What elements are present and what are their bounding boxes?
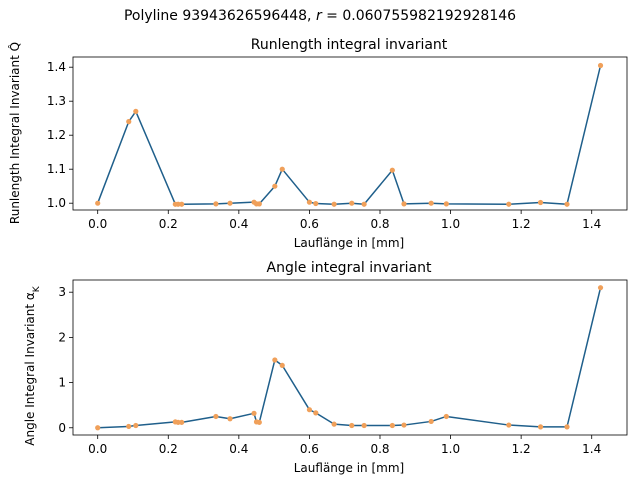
angle-x-tick-label: 0.0 [88, 442, 107, 456]
runlength-y-tick-label: 1.0 [47, 196, 66, 210]
runlength-x-tick-label: 0.4 [229, 217, 248, 231]
angle-axes-frame [72, 279, 628, 436]
runlength-x-tick-label: 1.0 [441, 217, 460, 231]
angle-data-point [361, 422, 367, 429]
angle-data-point [133, 422, 139, 429]
runlength-data-point [126, 119, 132, 125]
runlength-x-tick-label: 0.0 [88, 217, 107, 231]
figure-suptitle: Polyline 93943626596448, r = 0.060755982… [124, 8, 516, 24]
angle-y-tick-label: 1 [58, 376, 66, 390]
runlength-data-point [306, 199, 313, 205]
runlength-x-axis-label: Lauflänge in [mm] [294, 236, 404, 250]
angle-y-tick-label: 3 [58, 285, 66, 299]
angle-data-point [428, 418, 434, 425]
angle-plot: Angle integral invariant Lauflänge in [m… [23, 260, 628, 475]
runlength-data-point [389, 167, 395, 173]
runlength-data-point [361, 201, 367, 207]
runlength-data-point [279, 166, 285, 172]
runlength-data-point [227, 200, 233, 206]
runlength-data-point [331, 201, 337, 207]
angle-data-point [401, 422, 407, 428]
runlength-data-point [506, 201, 512, 207]
runlength-y-tick-label: 1.3 [47, 94, 66, 108]
angle-y-tick-label: 2 [58, 330, 66, 344]
runlength-data-point [537, 199, 544, 206]
runlength-series-line [96, 65, 602, 205]
runlength-y-tick-label: 1.1 [47, 162, 66, 176]
angle-x-axis-label: Lauflänge in [mm] [294, 461, 404, 475]
runlength-x-tick-label: 1.4 [582, 217, 601, 231]
runlength-x-tick-label: 0.8 [370, 217, 389, 231]
runlength-data-point [256, 201, 262, 207]
angle-data-point [126, 423, 132, 430]
runlength-data-point [133, 108, 139, 114]
angle-data-point [564, 424, 570, 430]
angle-data-point [313, 410, 319, 416]
runlength-y-axis-label: Runlength Integral Invariant Q̂ [8, 42, 22, 224]
angle-x-tick-label: 0.8 [370, 442, 389, 456]
angle-x-tick-label: 0.6 [300, 442, 319, 456]
angle-data-point [251, 410, 257, 416]
runlength-data-point [428, 200, 434, 206]
runlength-data-point [564, 201, 570, 207]
runlength-data-point [443, 201, 449, 207]
angle-x-tick-label: 1.4 [582, 442, 601, 456]
runlength-y-tick-label: 1.2 [47, 128, 66, 142]
angle-data-point [597, 285, 604, 291]
angle-data-point [443, 413, 449, 420]
runlength-x-tick-label: 0.2 [159, 217, 178, 231]
angle-series-line [97, 287, 602, 429]
angle-data-point [537, 424, 544, 430]
angle-plot-title: Angle integral invariant [267, 260, 432, 276]
runlength-plot: Runlength integral invariant Lauflänge i… [8, 37, 628, 250]
angle-data-point [506, 422, 512, 428]
angle-x-tick-label: 0.2 [159, 442, 178, 456]
runlength-y-tick-label: 1.4 [47, 60, 66, 74]
angle-data-point [256, 419, 262, 425]
runlength-data-point [349, 200, 355, 206]
angle-y-tick-label: 0 [58, 421, 66, 435]
runlength-x-tick-label: 0.6 [300, 217, 319, 231]
angle-y-axis-label: Angle Integral Invariant αK [23, 285, 42, 446]
runlength-data-point [597, 62, 604, 69]
runlength-data-point [179, 201, 185, 207]
angle-x-tick-label: 1.2 [512, 442, 531, 456]
angle-data-point [227, 416, 233, 422]
angle-data-point [213, 413, 219, 420]
angle-data-point [272, 357, 278, 363]
runlength-x-tick-label: 1.2 [512, 217, 531, 231]
runlength-plot-title: Runlength integral invariant [251, 37, 448, 53]
angle-data-point [349, 422, 355, 429]
angle-data-point [306, 407, 313, 413]
angle-data-point [179, 419, 185, 425]
angle-data-point [279, 362, 285, 369]
runlength-data-point [401, 201, 407, 207]
runlength-data-point [272, 183, 278, 189]
runlength-data-point [95, 200, 101, 206]
angle-data-point [389, 422, 395, 429]
angle-x-tick-label: 0.4 [229, 442, 248, 456]
runlength-data-point [213, 201, 219, 207]
angle-x-tick-label: 1.0 [441, 442, 460, 456]
runlength-data-point [313, 200, 319, 207]
angle-data-point [331, 421, 337, 427]
angle-data-point [95, 425, 101, 431]
runlength-axes-frame [72, 56, 628, 211]
